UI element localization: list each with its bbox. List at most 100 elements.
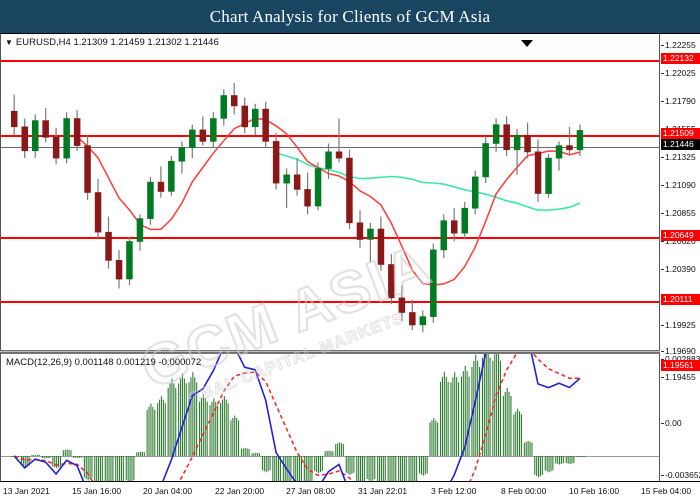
- candle-body[interactable]: [314, 168, 322, 207]
- price-level-tag[interactable]: 1.20649: [661, 230, 700, 241]
- candle-body[interactable]: [555, 145, 563, 159]
- macd-hist-bar: [112, 456, 114, 481]
- candle-body[interactable]: [346, 157, 353, 224]
- panel-divider[interactable]: [0, 350, 660, 353]
- candle-body[interactable]: [482, 143, 489, 178]
- candle-body[interactable]: [262, 108, 269, 142]
- candle-body[interactable]: [168, 160, 175, 192]
- candle-body[interactable]: [545, 157, 552, 194]
- candle-body[interactable]: [471, 176, 479, 209]
- macd-hist-bar: [424, 456, 426, 475]
- candle-body[interactable]: [252, 108, 259, 128]
- candle-body[interactable]: [31, 120, 39, 152]
- macd-hist-bar: [433, 418, 435, 456]
- candle-body[interactable]: [534, 151, 542, 194]
- candle-body[interactable]: [63, 118, 70, 159]
- candle-body[interactable]: [220, 95, 228, 119]
- macd-hist-bar: [441, 376, 443, 456]
- macd-hist-bar: [380, 456, 382, 481]
- candle-body[interactable]: [105, 231, 112, 261]
- candle-body[interactable]: [241, 105, 249, 128]
- macd-hist-bar: [49, 456, 51, 458]
- candle-body[interactable]: [42, 120, 49, 138]
- macd-hist-bar: [255, 452, 257, 456]
- price-level-tag[interactable]: 1.19561: [661, 360, 700, 371]
- price-chart-panel[interactable]: [0, 34, 660, 350]
- macd-hist-bar: [91, 456, 93, 478]
- price-axis[interactable]: 1.222551.220251.217901.215551.213251.210…: [661, 34, 700, 481]
- candle-body[interactable]: [115, 260, 123, 280]
- candle-body[interactable]: [304, 189, 311, 207]
- candle-body[interactable]: [94, 192, 102, 233]
- candle-body[interactable]: [398, 297, 406, 313]
- candle-body[interactable]: [356, 222, 364, 240]
- price-level-tag[interactable]: 1.22132: [661, 53, 700, 64]
- candle-body[interactable]: [126, 241, 133, 280]
- macd-hist-bar: [384, 456, 386, 481]
- candle-body[interactable]: [503, 124, 510, 150]
- date-tick-label: 20 Jan 04:00: [143, 486, 193, 496]
- macd-hist-bar: [471, 367, 473, 456]
- candle-wick: [286, 168, 288, 209]
- candle-body[interactable]: [210, 118, 217, 142]
- candle-body[interactable]: [283, 174, 290, 184]
- candle-body[interactable]: [513, 134, 521, 151]
- macd-label: MACD(12,26,9) 0.001148 0.001219 -0.00007…: [6, 357, 202, 368]
- candle-body[interactable]: [430, 249, 437, 317]
- candle-body[interactable]: [178, 147, 186, 162]
- macd-hist-bar: [213, 398, 215, 456]
- macd-hist-bar: [159, 399, 161, 456]
- tick-dash: [661, 101, 664, 102]
- macd-hist-bar: [487, 354, 489, 456]
- macd-hist-bar: [571, 456, 573, 464]
- candle-body[interactable]: [73, 118, 81, 146]
- price-level-tag[interactable]: 1.21446: [661, 139, 700, 150]
- candle-body[interactable]: [409, 312, 416, 326]
- candle-body[interactable]: [524, 134, 531, 153]
- macd-hist-bar: [190, 377, 192, 456]
- candle-body[interactable]: [136, 218, 144, 242]
- candle-body[interactable]: [11, 110, 18, 128]
- candle-body[interactable]: [419, 316, 427, 326]
- candle-body[interactable]: [566, 145, 573, 151]
- candle-body[interactable]: [388, 264, 395, 299]
- macd-indicator-panel[interactable]: MACD(12,26,9) 0.001148 0.001219 -0.00007…: [0, 353, 660, 481]
- price-level-tag[interactable]: 1.21509: [661, 128, 700, 139]
- candle-body[interactable]: [335, 151, 343, 159]
- macd-hist-bar: [562, 456, 564, 464]
- macd-hist-bar: [200, 398, 202, 456]
- candle-body[interactable]: [52, 136, 60, 159]
- macd-hist-bar: [194, 377, 196, 456]
- candle-body[interactable]: [189, 129, 196, 148]
- macd-hist-bar: [485, 354, 487, 456]
- macd-hist-bar: [162, 399, 164, 456]
- candle-body[interactable]: [377, 228, 385, 265]
- candle-body[interactable]: [84, 145, 91, 193]
- macd-hist-bar: [462, 371, 464, 456]
- candle-body[interactable]: [576, 130, 584, 151]
- macd-hist-bar: [419, 456, 421, 474]
- candle-body[interactable]: [293, 174, 301, 190]
- instrument-ohlc-header: ▼ EURUSD,H4 1.21309 1.21459 1.21302 1.214…: [5, 37, 219, 48]
- candle-body[interactable]: [157, 181, 165, 192]
- macd-hist-bar: [215, 401, 217, 456]
- candle-body[interactable]: [367, 228, 374, 240]
- price-level-tag[interactable]: 1.20111: [661, 294, 700, 305]
- candle-body[interactable]: [199, 129, 207, 142]
- macd-hist-bar: [445, 376, 447, 456]
- macd-hist-bar: [238, 420, 240, 456]
- tick-dash: [661, 475, 664, 476]
- candle-body[interactable]: [147, 181, 154, 219]
- candle-body[interactable]: [325, 151, 332, 169]
- candle-body[interactable]: [440, 220, 447, 251]
- macd-hist-bar: [555, 456, 557, 464]
- candle-body[interactable]: [461, 207, 468, 234]
- price-tick-label: 1.22255: [665, 40, 696, 50]
- candle-body[interactable]: [231, 95, 238, 107]
- macd-hist-bar: [117, 456, 119, 481]
- candle-body[interactable]: [492, 124, 500, 144]
- candle-body[interactable]: [450, 220, 458, 234]
- chevron-down-icon[interactable]: ▼: [5, 38, 13, 47]
- candle-body[interactable]: [272, 141, 280, 184]
- candle-body[interactable]: [21, 126, 28, 152]
